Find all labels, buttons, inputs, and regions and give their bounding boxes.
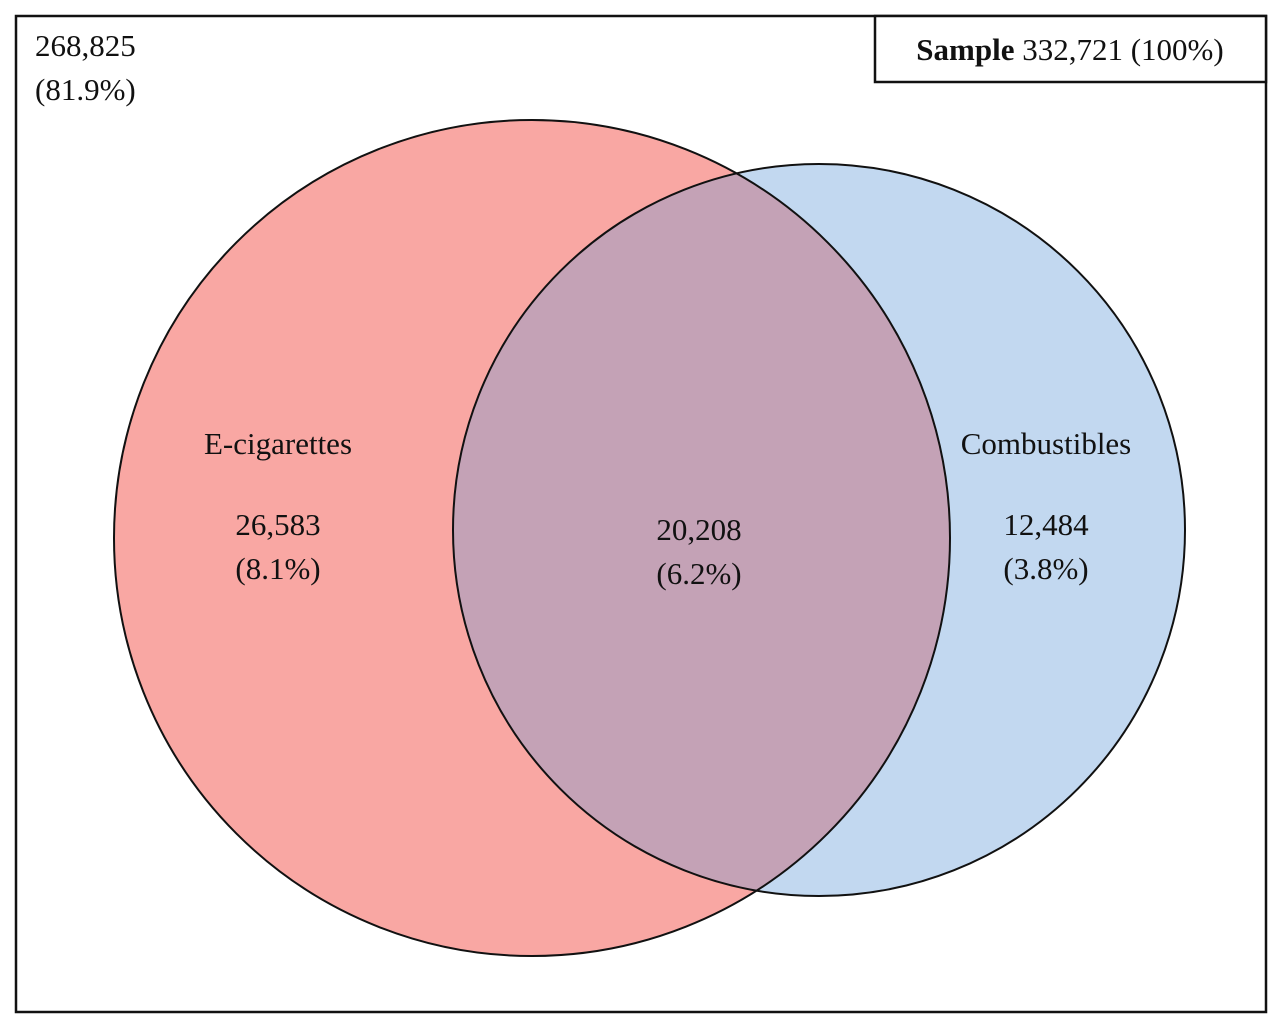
e-cigarettes-label: E-cigarettes	[204, 426, 352, 461]
e-cigarettes-percent: (8.1%)	[235, 551, 320, 586]
combustibles-count: 12,484	[1003, 507, 1089, 542]
combustibles-outline	[452, 163, 1186, 897]
intersection-count: 20,208	[656, 512, 741, 547]
combustibles-percent: (3.8%)	[1003, 551, 1088, 586]
intersection-region	[453, 164, 950, 896]
outside-percent: (81.9%)	[35, 72, 136, 107]
intersection-percent: (6.2%)	[656, 556, 741, 591]
outside-count: 268,825	[35, 28, 136, 63]
combustibles-label: Combustibles	[961, 426, 1132, 461]
sample-box	[873, 14, 1268, 84]
e-cigarettes-outline	[113, 119, 951, 957]
sample-label: Sample 332,721 (100%)	[916, 32, 1223, 67]
e-cigarettes-count: 26,583	[235, 507, 320, 542]
